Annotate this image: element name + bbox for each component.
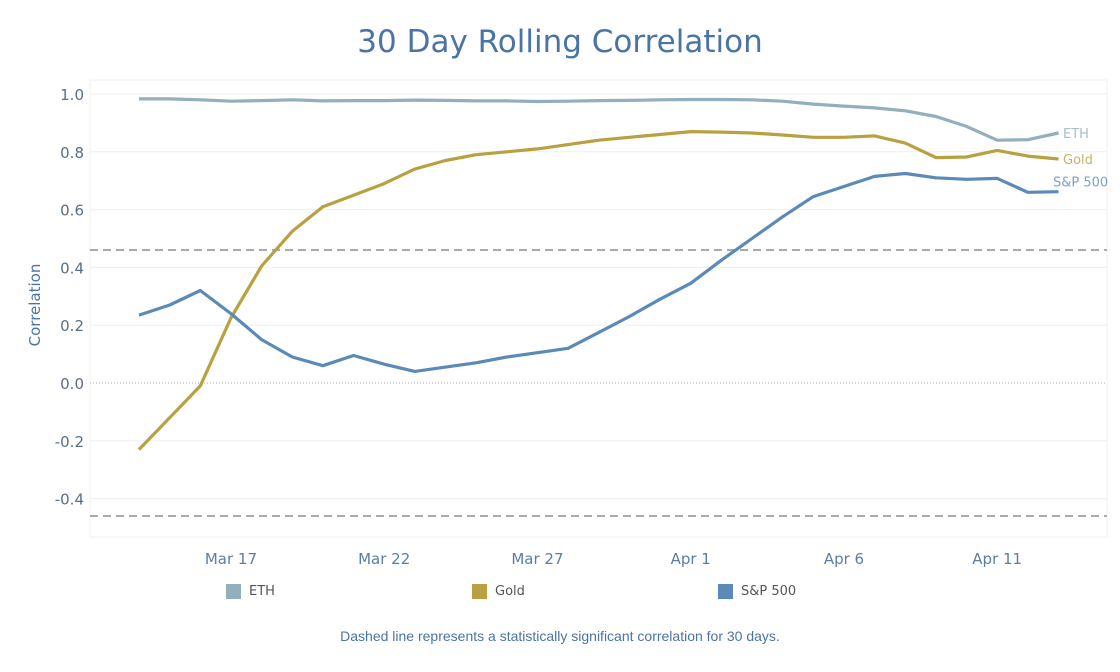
legend-swatch-eth (226, 584, 241, 599)
x-tick-label: Mar 17 (205, 550, 257, 568)
footnote: Dashed line represents a statistically s… (340, 628, 780, 644)
legend-swatch-sp500 (718, 584, 733, 599)
series-line-gold (137, 130, 1059, 451)
x-tick-label: Mar 27 (511, 550, 563, 568)
legend-swatch-gold (472, 584, 487, 599)
chart-title: 30 Day Rolling Correlation (357, 24, 763, 60)
legend-item-gold[interactable]: Gold (472, 584, 525, 599)
legend-label: ETH (249, 584, 275, 599)
series-end-label: S&P 500 (1053, 176, 1108, 191)
y-tick-label: -0.4 (55, 491, 84, 509)
y-tick-label: 1.0 (60, 86, 84, 104)
plot-area (89, 79, 1108, 538)
y-tick-label: 0.2 (60, 317, 84, 335)
legend-item-eth[interactable]: ETH (226, 584, 275, 599)
y-axis-label: Correlation (26, 264, 44, 347)
x-tick-label: Apr 11 (972, 550, 1022, 568)
y-tick-label: 0.4 (60, 259, 84, 277)
series-end-label: ETH (1063, 127, 1089, 142)
y-tick-label: 0.6 (60, 202, 84, 220)
series-line-eth (139, 97, 1059, 142)
series-end-label: Gold (1063, 153, 1093, 168)
y-tick-label: -0.2 (55, 433, 84, 451)
y-tick-label: 0.8 (60, 144, 84, 162)
x-tick-label: Apr 6 (824, 550, 864, 568)
y-tick-label: 0.0 (60, 375, 84, 393)
legend-item-sp500[interactable]: S&P 500 (718, 584, 796, 599)
series-line-sp500 (138, 171, 1059, 373)
x-tick-label: Mar 22 (358, 550, 410, 568)
legend-label: S&P 500 (741, 584, 797, 599)
legend-label: Gold (495, 584, 525, 599)
x-tick-label: Apr 1 (671, 550, 711, 568)
